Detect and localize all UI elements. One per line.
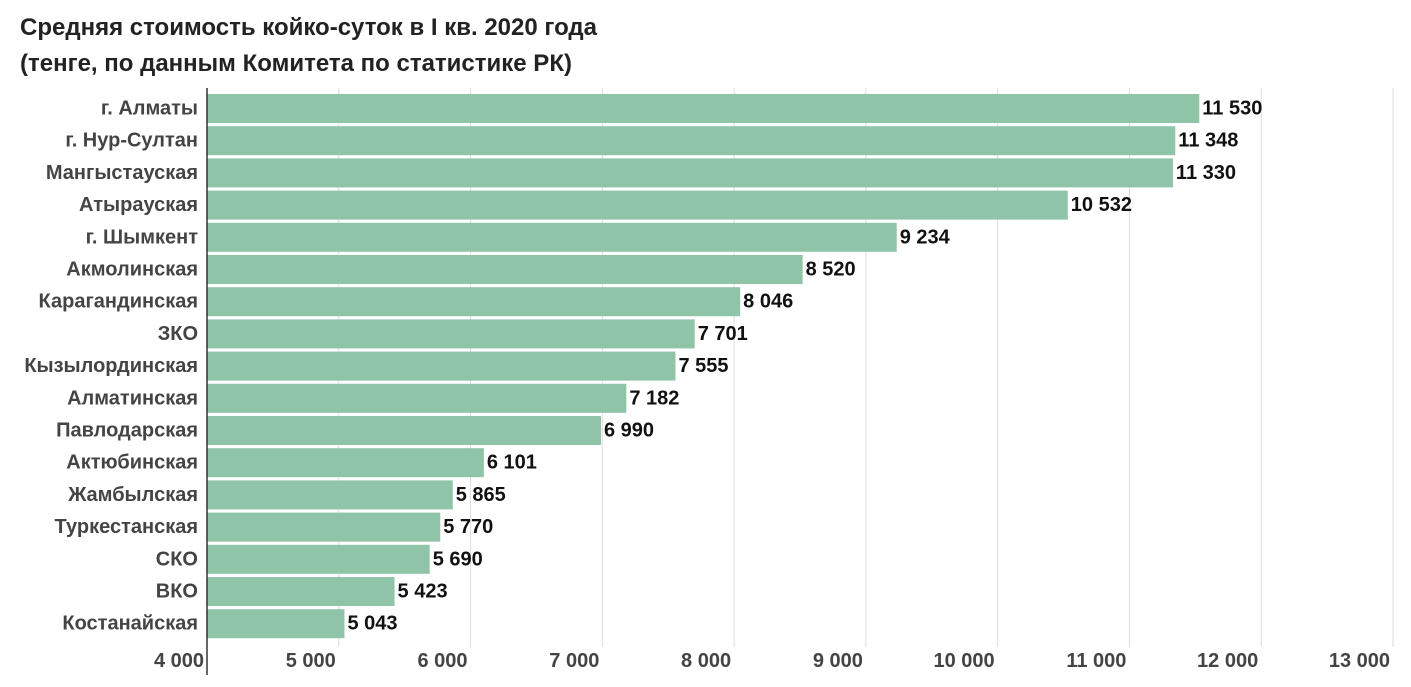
data-label: 10 532 (1071, 194, 1132, 216)
data-label: 11 330 (1176, 162, 1236, 184)
x-tick-label: 5 000 (286, 650, 336, 672)
category-label: ЗКО (158, 323, 198, 345)
category-label: СКО (156, 548, 198, 570)
chart-title: Средняя стоимость койко-суток в I кв. 20… (20, 14, 597, 41)
category-label: ВКО (156, 581, 198, 603)
bar (207, 319, 695, 349)
data-label: 8 046 (743, 291, 793, 313)
category-label: Алматинская (67, 387, 198, 409)
x-tick-label: 8 000 (681, 650, 731, 672)
category-label: Мангыстауская (46, 162, 198, 184)
data-label: 8 520 (806, 259, 856, 281)
bar (207, 158, 1173, 188)
x-tick-label: 12 000 (1197, 650, 1258, 672)
bar (207, 448, 484, 478)
bar (207, 544, 430, 574)
category-label: Костанайская (62, 613, 198, 635)
data-label: 7 701 (698, 323, 748, 345)
x-tick-label: 11 000 (1066, 650, 1126, 672)
bar (207, 351, 676, 381)
data-label: 11 348 (1178, 130, 1238, 152)
bar (207, 577, 395, 606)
data-label: 7 555 (678, 355, 728, 377)
category-label: Кызылординская (24, 355, 198, 377)
bar (207, 287, 741, 317)
data-label: 5 865 (456, 484, 506, 506)
category-label: г. Нур-Султан (65, 130, 198, 152)
chart-subtitle: (тенге, по данным Комитета по статистике… (20, 50, 572, 77)
data-label: 6 101 (487, 452, 537, 474)
bar (207, 383, 627, 413)
x-tick-label: 4 000 (154, 650, 204, 672)
data-label: 9 234 (900, 226, 951, 248)
data-label: 6 990 (604, 420, 654, 442)
x-tick-label: 9 000 (813, 650, 863, 672)
data-label: 5 690 (433, 548, 483, 570)
category-label: Карагандинская (39, 291, 198, 313)
bar (207, 480, 453, 510)
category-label: Актюбинская (66, 452, 198, 474)
bar (207, 190, 1068, 220)
bar (207, 609, 345, 639)
bar (207, 416, 602, 445)
x-tick-label: 13 000 (1329, 650, 1390, 672)
x-tick-label: 7 000 (549, 650, 599, 672)
data-label: 11 530 (1202, 98, 1262, 120)
bar (207, 255, 803, 284)
category-label: г. Шымкент (86, 226, 199, 248)
x-tick-label: 6 000 (417, 650, 467, 672)
bar (207, 512, 441, 542)
bar (207, 94, 1200, 123)
data-label: 5 770 (443, 516, 493, 538)
data-label: 7 182 (629, 387, 679, 409)
data-label: 5 423 (398, 581, 448, 603)
bar (207, 126, 1176, 156)
category-label: Атырауская (79, 194, 198, 216)
category-label: Жамбылская (67, 484, 198, 506)
category-label: Туркестанская (55, 516, 198, 538)
category-label: Павлодарская (56, 420, 198, 442)
category-label: г. Алматы (101, 98, 198, 120)
category-label: Акмолинская (66, 259, 198, 281)
bar (207, 222, 897, 252)
data-label: 5 043 (347, 613, 397, 635)
chart-title-block: Средняя стоимость койко-суток в I кв. 20… (20, 10, 597, 82)
x-tick-label: 10 000 (933, 650, 994, 672)
